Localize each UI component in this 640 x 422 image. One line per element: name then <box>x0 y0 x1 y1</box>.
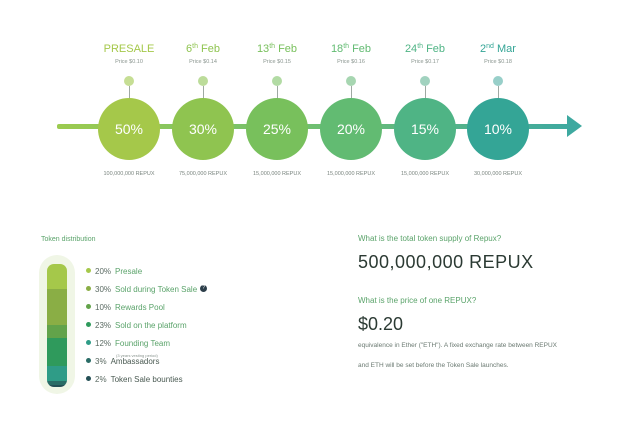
legend-dot <box>86 376 91 382</box>
price-description: equivalence in Ether ("ETH"). A fixed ex… <box>358 336 608 376</box>
stage-dot <box>493 76 503 86</box>
stage-price: Price $0.10 <box>115 59 143 65</box>
legend-label: Token Sale bounties <box>110 375 183 384</box>
stage-price: Price $0.17 <box>411 59 439 65</box>
legend-item: 12% Founding Team (3 years vesting period) <box>86 336 207 358</box>
stage-discount-circle: 10% <box>467 98 529 160</box>
stage-dot <box>124 76 134 86</box>
timeline-stage: 24th Feb Price $0.17 15% 15,000,000 REPUX <box>380 42 470 177</box>
stage-token-amount: 100,000,000 REPUX <box>103 171 155 177</box>
supply-value: 500,000,000 REPUX <box>358 252 534 272</box>
distribution-stacked-bar <box>47 264 67 387</box>
timeline-stage: PRESALE Price $0.10 50% 100,000,000 REPUX <box>84 42 174 177</box>
stage-dot <box>420 76 430 86</box>
legend-item: 10% Rewards Pool <box>86 300 207 318</box>
legend-item: 3% Ambassadors <box>86 354 207 372</box>
legend-dot <box>86 340 91 346</box>
stage-stem <box>424 86 426 100</box>
stage-date: 2nd Mar <box>480 43 516 55</box>
stage-dot <box>346 76 356 86</box>
distribution-segment <box>47 288 67 326</box>
stage-price: Price $0.14 <box>189 59 217 65</box>
legend-percent: 2% <box>95 375 107 384</box>
legend-item: 30% Sold during Token Sale? <box>86 282 208 300</box>
stage-token-amount: 15,000,000 REPUX <box>400 171 449 177</box>
info-icon[interactable]: ? <box>200 285 208 293</box>
stage-date: 18th Feb <box>330 43 372 55</box>
stage-stem <box>350 86 352 100</box>
stage-discount-circle: 50% <box>98 98 160 160</box>
legend-label: Founding Team <box>115 339 171 348</box>
distribution-segment <box>47 264 67 289</box>
supply-question: What is the total token supply of Repux? <box>358 234 502 243</box>
legend-percent: 10% <box>95 303 112 312</box>
legend-item: 20% Presale <box>86 264 207 282</box>
timeline-arrow-head <box>567 115 582 137</box>
stage-token-amount: 75,000,000 REPUX <box>178 171 227 177</box>
stage-token-amount: 30,000,000 REPUX <box>473 171 522 177</box>
timeline-stage: 6th Feb Price $0.14 30% 75,000,000 REPUX <box>158 42 248 177</box>
stage-stem <box>128 86 130 100</box>
stage-stem <box>497 86 499 100</box>
stage-stem <box>202 86 204 100</box>
price-description-line-2: and ETH will be set before the Token Sal… <box>358 362 509 369</box>
stage-date: PRESALE <box>103 43 155 55</box>
legend-label: Sold on the platform <box>115 321 187 330</box>
legend-label: Sold during Token Sale <box>115 285 198 294</box>
legend-dot <box>86 304 91 310</box>
stage-price: Price $0.15 <box>263 59 291 65</box>
stage-date: 6th Feb <box>186 43 220 55</box>
price-value: $0.20 <box>358 314 404 334</box>
stage-token-amount: 15,000,000 REPUX <box>326 171 375 177</box>
legend-dot <box>86 286 91 292</box>
distribution-segment <box>47 380 67 385</box>
stage-price: Price $0.16 <box>337 59 365 65</box>
legend-dot <box>86 358 91 364</box>
legend-percent: 3% <box>95 357 107 366</box>
legend-item: 2% Token Sale bounties <box>86 372 207 390</box>
distribution-legend: 20% Presale 30% Sold during Token Sale? 10% R… <box>86 264 208 390</box>
timeline-arrow-line <box>57 124 570 129</box>
legend-percent: 30% <box>95 285 112 294</box>
legend-item: 23% Sold on the platform <box>86 318 207 336</box>
legend-subtext: (3 years vesting period) <box>116 353 158 358</box>
stage-stem <box>276 86 278 100</box>
legend-label: Ambassadors <box>110 357 160 366</box>
stage-token-amount: 15,000,000 REPUX <box>252 171 301 177</box>
legend-dot <box>86 268 91 274</box>
distribution-segment <box>47 366 67 381</box>
stage-discount-circle: 15% <box>394 98 456 160</box>
legend-percent: 23% <box>95 321 112 330</box>
price-question: What is the price of one REPUX? <box>358 296 477 305</box>
stage-date: 24th Feb <box>404 43 446 55</box>
distribution-segment <box>47 337 67 367</box>
timeline-stage: 18th Feb Price $0.16 20% 15,000,000 REPUX <box>306 42 396 177</box>
stage-discount-circle: 30% <box>172 98 234 160</box>
legend-label: Rewards Pool <box>115 303 165 312</box>
sale-timeline: PRESALE Price $0.10 50% 100,000,000 REPUX 6t… <box>0 0 640 200</box>
stage-discount-circle: 25% <box>246 98 308 160</box>
stage-dot <box>272 76 282 86</box>
timeline-stage: 2nd Mar Price $0.18 10% 30,000,000 REPUX <box>453 42 543 177</box>
legend-label: Presale <box>115 267 143 276</box>
timeline-stage: 13th Feb Price $0.15 25% 15,000,000 REPUX <box>232 42 322 177</box>
stage-discount-circle: 20% <box>320 98 382 160</box>
distribution-segment <box>47 384 67 387</box>
distribution-segment <box>47 325 67 338</box>
distribution-title: Token distribution <box>41 236 96 243</box>
price-description-line-1: equivalence in Ether ("ETH"). A fixed ex… <box>358 342 557 349</box>
legend-percent: 20% <box>95 267 112 276</box>
stage-dot <box>198 76 208 86</box>
legend-dot <box>86 322 91 328</box>
stage-date: 13th Feb <box>256 43 298 55</box>
legend-percent: 12% <box>95 339 112 348</box>
stage-price: Price $0.18 <box>484 59 512 65</box>
